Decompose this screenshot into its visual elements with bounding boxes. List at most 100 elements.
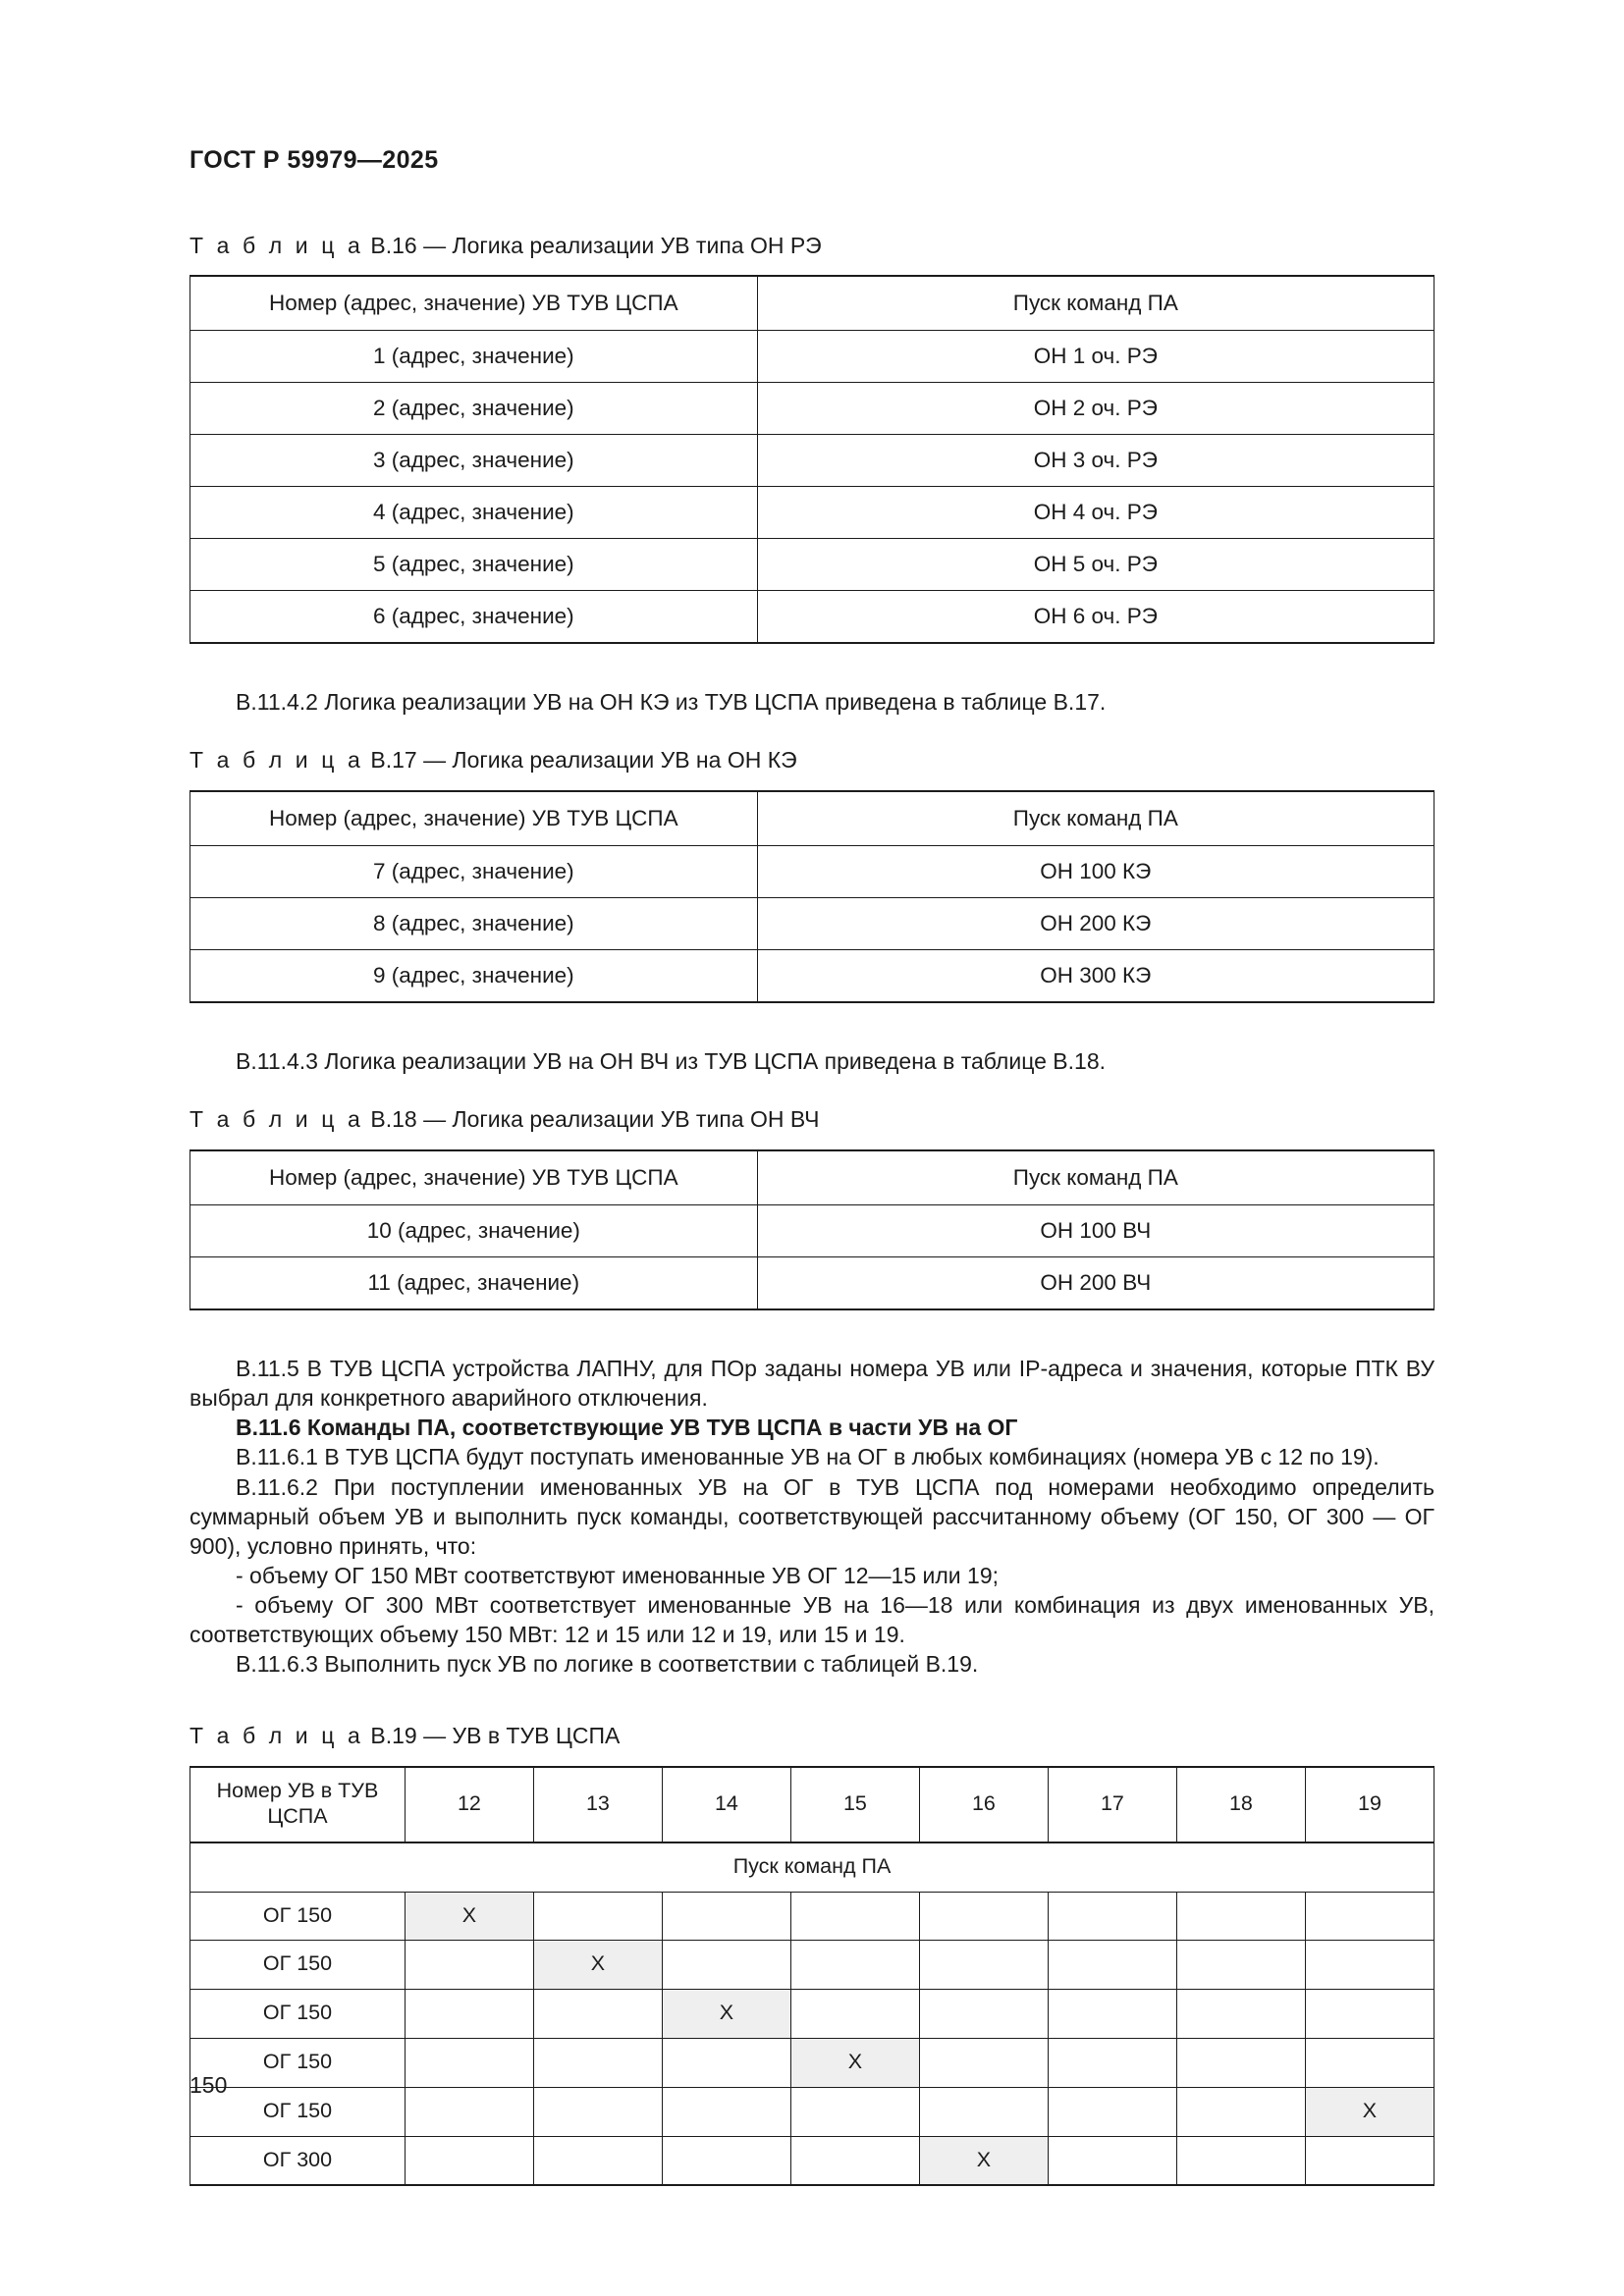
row-label: ОГ 150 <box>189 2037 406 2088</box>
cell-mark: Х <box>661 1989 791 2039</box>
cell-empty <box>1304 1989 1435 2039</box>
cell-empty <box>661 2037 791 2088</box>
cell-empty <box>918 1940 1049 1991</box>
cell-empty <box>1175 1891 1306 1942</box>
cell-empty <box>1304 1940 1435 1991</box>
caption-number-b18: В.18 — Логика реализации УВ типа ОН ВЧ <box>370 1106 820 1133</box>
paragraph-b11-5: В.11.5 В ТУВ ЦСПА устройства ЛАПНУ, для … <box>189 1356 1435 1412</box>
column-header-uv-number: Номер УВ в ТУВ ЦСПА <box>189 1766 406 1843</box>
section-title-pusk-komand-pa: Пуск команд ПА <box>189 1841 1435 1893</box>
page-content: ГОСТ Р 59979—2025 Т а б л и ц а В.16 — Ло… <box>189 146 1435 2187</box>
cell-empty <box>1047 1940 1177 1991</box>
cell-empty <box>1047 1989 1177 2039</box>
caption-number-b17: В.17 — Логика реализации УВ на ОН КЭ <box>370 747 797 774</box>
cell-command: ОН 200 ВЧ <box>756 1256 1435 1310</box>
cell-empty <box>1047 2037 1177 2088</box>
table-header-row: Номер (адрес, значение) УВ ТУВ ЦСПА Пуск… <box>189 275 1435 332</box>
column-header-number: Номер (адрес, значение) УВ ТУВ ЦСПА <box>189 275 758 332</box>
column-header-16: 16 <box>918 1766 1049 1843</box>
caption-keyword: Т а б л и ц а <box>189 232 364 258</box>
cell-empty <box>789 2086 920 2137</box>
table-row: 2 (адрес, значение) ОН 2 оч. РЭ <box>189 382 1435 436</box>
caption-keyword: Т а б л и ц а <box>189 1106 364 1133</box>
table-row: ОГ 150 Х <box>189 2037 1435 2088</box>
table-b17: Номер (адрес, значение) УВ ТУВ ЦСПА Пуск… <box>189 790 1435 1004</box>
table-caption-b19: Т а б л и ц а В.19 — УВ в ТУВ ЦСПА <box>189 1722 1435 1750</box>
table-row: ОГ 150 Х <box>189 1989 1435 2039</box>
caption-keyword: Т а б л и ц а <box>189 747 364 774</box>
table-caption-b18: Т а б л и ц а В.18 — Логика реализации УВ… <box>189 1105 1435 1134</box>
table-row: ОГ 150 Х <box>189 1940 1435 1991</box>
cell-empty <box>789 1940 920 1991</box>
cell-command: ОН 4 оч. РЭ <box>756 486 1435 540</box>
cell-empty <box>918 2037 1049 2088</box>
page-number: 150 <box>189 2072 228 2098</box>
cell-mark: Х <box>532 1940 663 1991</box>
cell-empty <box>404 2135 534 2187</box>
cell-empty <box>1175 1989 1306 2039</box>
column-header-number: Номер (адрес, значение) УВ ТУВ ЦСПА <box>189 1149 758 1205</box>
cell-empty <box>1175 2086 1306 2137</box>
row-label: ОГ 300 <box>189 2135 406 2187</box>
cell-empty <box>532 1989 663 2039</box>
cell-empty <box>404 2086 534 2137</box>
table-row: 9 (адрес, значение) ОН 300 КЭ <box>189 949 1435 1004</box>
cell-empty <box>789 1989 920 2039</box>
paragraph-b11-6-3: В.11.6.3 Выполнить пуск УВ по логике в с… <box>236 1651 979 1678</box>
table-header-row: Номер (адрес, значение) УВ ТУВ ЦСПА Пуск… <box>189 1149 1435 1205</box>
column-header-14: 14 <box>661 1766 791 1843</box>
cell-number: 10 (адрес, значение) <box>189 1204 758 1257</box>
row-label: ОГ 150 <box>189 1891 406 1942</box>
list-item-og150: - объему ОГ 150 МВт соответствуют именов… <box>236 1562 1000 1588</box>
row-label: ОГ 150 <box>189 1989 406 2039</box>
cell-mark: Х <box>918 2135 1049 2187</box>
cell-number: 7 (адрес, значение) <box>189 845 758 899</box>
table-header-row: Номер (адрес, значение) УВ ТУВ ЦСПА Пуск… <box>189 790 1435 847</box>
cell-command: ОН 6 оч. РЭ <box>756 590 1435 645</box>
cell-command: ОН 2 оч. РЭ <box>756 382 1435 436</box>
cell-empty <box>404 1940 534 1991</box>
row-label: ОГ 150 <box>189 1940 406 1991</box>
caption-number-b16: В.16 — Логика реализации УВ типа ОН РЭ <box>370 232 822 258</box>
cell-empty <box>532 2135 663 2187</box>
cell-empty <box>404 1989 534 2039</box>
column-header-13: 13 <box>532 1766 663 1843</box>
cell-number: 1 (адрес, значение) <box>189 330 758 384</box>
cell-empty <box>661 1940 791 1991</box>
table-row: 6 (адрес, значение) ОН 6 оч. РЭ <box>189 590 1435 645</box>
cell-empty <box>1047 2135 1177 2187</box>
cell-empty <box>532 2037 663 2088</box>
table-row: 4 (адрес, значение) ОН 4 оч. РЭ <box>189 486 1435 540</box>
cell-number: 3 (адрес, значение) <box>189 434 758 488</box>
column-header-command: Пуск команд ПА <box>756 1149 1435 1205</box>
cell-number: 2 (адрес, значение) <box>189 382 758 436</box>
cell-command: ОН 200 КЭ <box>756 897 1435 951</box>
table-row: 8 (адрес, значение) ОН 200 КЭ <box>189 897 1435 951</box>
table-section-row: Пуск команд ПА <box>189 1841 1435 1893</box>
table-row: 1 (адрес, значение) ОН 1 оч. РЭ <box>189 330 1435 384</box>
cell-command: ОН 3 оч. РЭ <box>756 434 1435 488</box>
cell-number: 4 (адрес, значение) <box>189 486 758 540</box>
cell-empty <box>1304 2135 1435 2187</box>
cell-empty <box>661 1891 791 1942</box>
table-caption-b17: Т а б л и ц а В.17 — Логика реализации УВ… <box>189 746 1435 774</box>
cell-empty <box>661 2135 791 2187</box>
column-header-12: 12 <box>404 1766 534 1843</box>
table-row: 11 (адрес, значение) ОН 200 ВЧ <box>189 1256 1435 1310</box>
table-header-row: Номер УВ в ТУВ ЦСПА 12 13 14 15 16 17 18… <box>189 1766 1435 1843</box>
cell-empty <box>1047 1891 1177 1942</box>
caption-keyword: Т а б л и ц а <box>189 1723 364 1749</box>
column-header-number: Номер (адрес, значение) УВ ТУВ ЦСПА <box>189 790 758 847</box>
table-b19: Номер УВ в ТУВ ЦСПА 12 13 14 15 16 17 18… <box>189 1766 1435 2187</box>
cell-empty <box>532 2086 663 2137</box>
paragraph-b11-6-2: В.11.6.2 При поступлении именованных УВ … <box>189 1473 1435 1559</box>
caption-number-b19: В.19 — УВ в ТУВ ЦСПА <box>370 1723 621 1749</box>
table-row: ОГ 150 Х <box>189 2086 1435 2137</box>
cell-empty <box>1175 2135 1306 2187</box>
cell-number: 5 (адрес, значение) <box>189 538 758 592</box>
paragraph-b11-4-3: В.11.4.3 Логика реализации УВ на ОН ВЧ и… <box>236 1048 1106 1075</box>
table-row: 7 (адрес, значение) ОН 100 КЭ <box>189 845 1435 899</box>
cell-empty <box>1175 2037 1306 2088</box>
cell-empty <box>1047 2086 1177 2137</box>
column-header-command: Пуск команд ПА <box>756 790 1435 847</box>
